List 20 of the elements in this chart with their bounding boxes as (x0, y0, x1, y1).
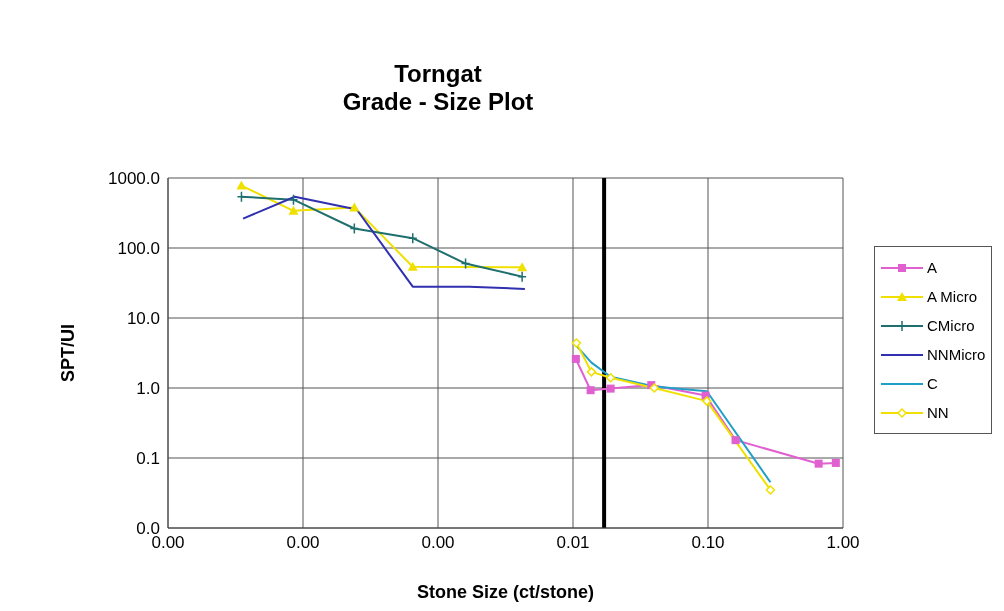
legend-label: A (927, 259, 938, 276)
x-tick-label: 0.10 (691, 533, 725, 553)
y-tick-label: 10.0 (126, 309, 160, 329)
legend-label: NNMicro (927, 346, 986, 363)
legend-label: NN (927, 404, 949, 421)
x-tick-label: 0.01 (556, 533, 590, 553)
x-tick-label: 0.00 (421, 533, 455, 553)
chart-subtitle: Grade - Size Plot (341, 88, 535, 116)
legend-label: C (927, 375, 938, 392)
y-tick-label: 1.0 (136, 379, 160, 399)
legend-label: CMicro (927, 317, 975, 334)
x-tick-label: 0.00 (286, 533, 320, 553)
y-tick-label: 1000.0 (108, 169, 160, 189)
x-tick-label: 1.00 (826, 533, 860, 553)
x-axis-title: Stone Size (ct/stone) (416, 582, 595, 602)
y-axis-title: SPT/UI (58, 323, 79, 383)
chart-title: Torngat (393, 60, 483, 88)
legend-label: A Micro (927, 288, 978, 305)
y-tick-label: 100.0 (117, 239, 160, 259)
y-tick-label: 0.1 (136, 449, 160, 469)
